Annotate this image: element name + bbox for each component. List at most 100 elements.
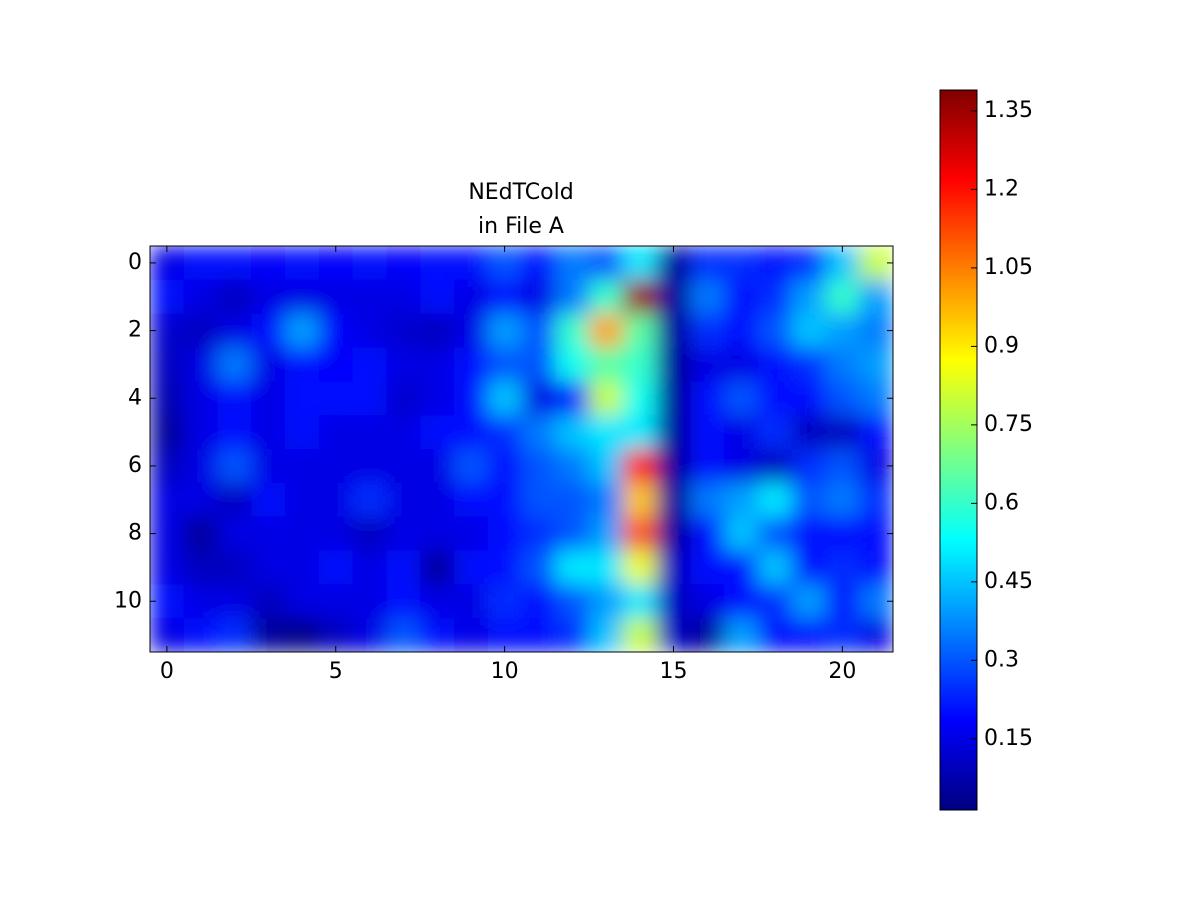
heatmap-cell	[420, 482, 455, 518]
heatmap-cell	[791, 550, 826, 585]
heatmap-cell	[352, 279, 387, 315]
heatmap-cell	[757, 449, 793, 484]
heatmap-cell	[251, 482, 286, 518]
heatmap-cell	[622, 415, 658, 450]
heatmap-cell	[825, 550, 860, 585]
heatmap-area	[150, 246, 893, 652]
heatmap-cell	[656, 516, 691, 551]
heatmap-cell	[825, 449, 860, 484]
heatmap-cell	[352, 381, 387, 416]
heatmap-cell	[386, 482, 421, 518]
heatmap-cell	[386, 279, 421, 315]
heatmap-cell	[183, 381, 219, 416]
heatmap-cell	[318, 347, 354, 382]
heatmap-cell	[251, 618, 286, 652]
heatmap-cell	[386, 516, 421, 551]
heatmap-cell	[656, 482, 691, 518]
heatmap-cell	[386, 246, 421, 281]
colorbar-tick-label: 0.3	[984, 647, 1019, 672]
heatmap-cell	[555, 550, 590, 585]
heatmap-cell	[251, 550, 286, 585]
heatmap-cell	[791, 449, 826, 484]
heatmap-cell	[251, 279, 286, 315]
heatmap-cell	[251, 584, 286, 619]
heatmap-cell	[318, 415, 354, 450]
heatmap-cell	[521, 279, 556, 315]
heatmap-cell	[150, 482, 185, 518]
heatmap-cell	[251, 246, 286, 281]
heatmap-cell	[656, 347, 691, 382]
colorbar	[939, 89, 978, 811]
heatmap-cell	[589, 550, 624, 585]
heatmap-cell	[183, 347, 219, 382]
heatmap-cell	[217, 550, 252, 585]
colorbar-tick-label: 1.35	[984, 98, 1033, 123]
heatmap-cell	[386, 618, 421, 652]
heatmap-cell	[791, 381, 826, 416]
heatmap-cell	[724, 618, 759, 652]
heatmap-cell	[420, 279, 455, 315]
heatmap-cell	[453, 584, 489, 619]
heatmap-cell	[589, 279, 624, 315]
heatmap-cell	[217, 516, 252, 551]
heatmap-cell	[825, 415, 860, 450]
heatmap-cell	[352, 584, 387, 619]
heatmap-cell	[183, 482, 219, 518]
heatmap-cell	[690, 449, 725, 484]
heatmap-cell	[150, 550, 185, 585]
heatmap-cell	[420, 313, 455, 348]
heatmap-cell	[791, 516, 826, 551]
heatmap-cell	[285, 381, 320, 416]
heatmap-cell	[183, 246, 219, 281]
heatmap-cell	[555, 313, 590, 348]
heatmap-cell	[690, 618, 725, 652]
heatmap-cell	[318, 550, 354, 585]
heatmap-cell	[386, 381, 421, 416]
heatmap-cell	[251, 449, 286, 484]
heatmap-cell	[589, 347, 624, 382]
heatmap-cell	[757, 482, 793, 518]
heatmap-cell	[251, 347, 286, 382]
heatmap-cell	[589, 381, 624, 416]
heatmap-cell	[589, 415, 624, 450]
heatmap-cell	[690, 482, 725, 518]
heatmap-cell	[285, 482, 320, 518]
heatmap-cell	[487, 347, 522, 382]
heatmap-cell	[487, 279, 522, 315]
heatmap-cell	[690, 584, 725, 619]
heatmap-cell	[825, 482, 860, 518]
heatmap-cell	[521, 618, 556, 652]
heatmap-cell	[757, 618, 793, 652]
y-tick-label: 0	[128, 250, 142, 275]
heatmap-cell	[825, 381, 860, 416]
heatmap-cell	[724, 347, 759, 382]
heatmap-cell	[589, 313, 624, 348]
heatmap-cell	[318, 279, 354, 315]
heatmap-cell	[183, 550, 219, 585]
heatmap-cell	[724, 415, 759, 450]
heatmap-cell	[217, 482, 252, 518]
heatmap-cell	[217, 584, 252, 619]
heatmap-cell	[487, 415, 522, 450]
heatmap-cell	[318, 482, 354, 518]
heatmap-cell	[622, 550, 658, 585]
heatmap-cell	[656, 313, 691, 348]
heatmap-cell	[352, 449, 387, 484]
heatmap-cell	[183, 618, 219, 652]
heatmap-cell	[352, 347, 387, 382]
heatmap-cell	[555, 246, 590, 281]
heatmap-cell	[217, 449, 252, 484]
heatmap-cell	[217, 381, 252, 416]
heatmap-cell	[622, 482, 658, 518]
heatmap-cell	[521, 482, 556, 518]
heatmap-cell	[285, 347, 320, 382]
heatmap-cell	[757, 584, 793, 619]
heatmap-cell	[589, 618, 624, 652]
heatmap-cell	[622, 516, 658, 551]
heatmap-cell	[386, 550, 421, 585]
heatmap-cell	[352, 415, 387, 450]
heatmap-cell	[183, 313, 219, 348]
heatmap-cell	[690, 516, 725, 551]
heatmap-cell	[791, 618, 826, 652]
heatmap-cell	[251, 415, 286, 450]
